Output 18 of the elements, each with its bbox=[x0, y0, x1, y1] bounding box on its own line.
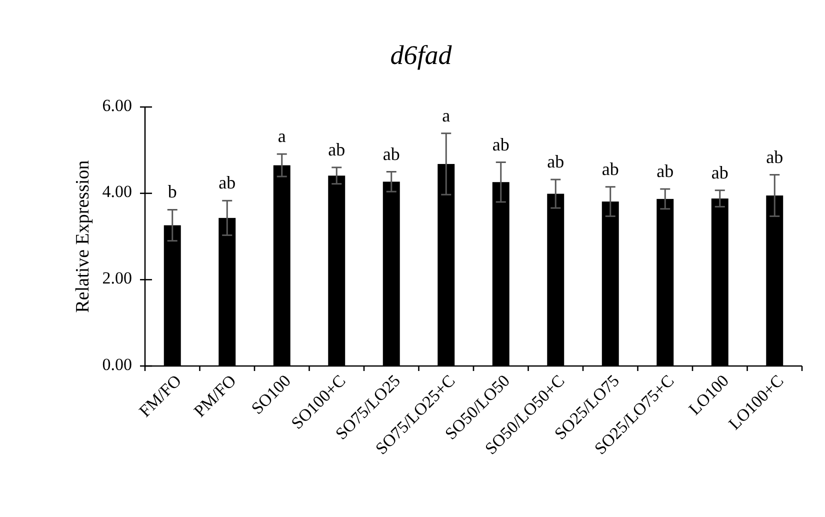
annotation: ab bbox=[328, 139, 346, 160]
y-axis-title: Relative Expression bbox=[72, 160, 94, 313]
chart-title: d6fad bbox=[390, 40, 452, 70]
annotation: a bbox=[442, 105, 450, 126]
annotation: a bbox=[278, 126, 286, 146]
y-tick-label: 6.00 bbox=[102, 96, 132, 115]
annotation: ab bbox=[656, 161, 674, 182]
y-tick-label: 4.00 bbox=[102, 182, 132, 202]
y-tick-label: 2.00 bbox=[102, 268, 132, 288]
annotation: ab bbox=[711, 162, 728, 182]
y-tick-label: 0.00 bbox=[102, 354, 132, 374]
annotation: ab bbox=[766, 146, 784, 167]
annotation: ab bbox=[218, 172, 236, 193]
annotation: ab bbox=[547, 152, 564, 172]
annotation: b bbox=[168, 182, 177, 202]
annotation: ab bbox=[492, 134, 510, 154]
annotation: ab bbox=[382, 144, 400, 164]
annotation: ab bbox=[602, 158, 619, 179]
